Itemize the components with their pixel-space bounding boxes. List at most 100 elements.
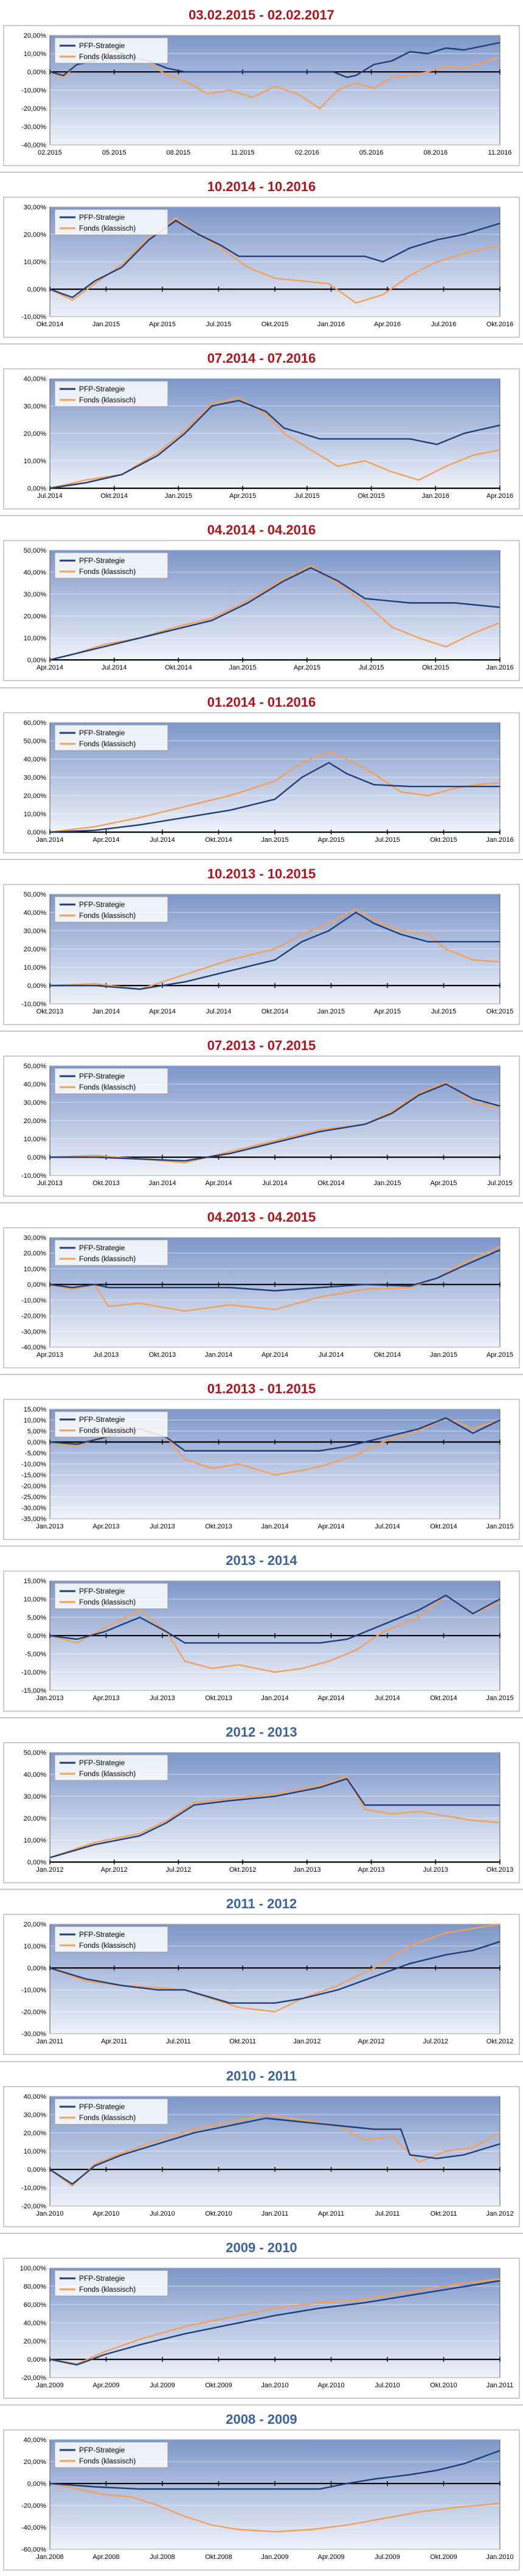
x-tick-label: Okt.2012 — [229, 1866, 257, 1874]
legend-label-strategy: PFP-Strategie — [79, 385, 125, 393]
legend-box — [54, 2270, 168, 2297]
chart-panel: 2008 - 2009 40,00% 20,00% 0,00% -20,00% -40,0… — [0, 2404, 523, 2576]
chart-svg: 03.02.2015 - 02.02.2017 20,00% 10,00% 0,00%… — [3, 7, 520, 166]
x-tick-label: Apr.2016 — [487, 492, 513, 500]
x-tick-label: Okt.2012 — [487, 2039, 514, 2046]
y-tick-label: 40,00% — [24, 1771, 46, 1779]
x-tick-label: Jul.2016 — [431, 321, 457, 328]
x-tick-label: Okt.2011 — [229, 2039, 256, 2046]
x-tick-label: Jan.2012 — [486, 2210, 513, 2217]
x-tick-label: Jan.2015 — [373, 1180, 401, 1187]
legend-box — [54, 1754, 168, 1781]
x-tick-label: 08.2016 — [423, 149, 448, 156]
x-tick-label: Okt.2008 — [205, 2553, 232, 2561]
x-tick-label: Apr.2013 — [93, 1695, 120, 1702]
legend-label-strategy: PFP-Strategie — [79, 556, 125, 565]
y-tick-label: 5,00% — [27, 1614, 46, 1622]
y-tick-label: -20,00% — [21, 1313, 46, 1320]
y-tick-label: 20,00% — [24, 1921, 46, 1928]
x-tick-label: Jan.2016 — [317, 321, 345, 328]
series-line-strategy — [49, 1778, 500, 1859]
x-tick-label: Jul.2009 — [375, 2553, 400, 2561]
x-tick-label: Jul.2013 — [423, 1866, 449, 1874]
x-tick-label: Jan.2015 — [430, 1351, 457, 1359]
y-tick-label: 30,00% — [24, 1234, 46, 1242]
chart-title: 03.02.2015 - 02.02.2017 — [189, 7, 334, 23]
y-tick-label: 20,00% — [24, 1815, 46, 1822]
y-tick-label: -60,00% — [21, 2546, 46, 2553]
x-tick-label: 05.2015 — [102, 149, 126, 156]
y-tick-label: -5,00% — [25, 1651, 46, 1658]
x-tick-label: Okt.2013 — [205, 1695, 232, 1702]
y-tick-label: 60,00% — [24, 719, 46, 727]
y-tick-label: 20,00% — [24, 2338, 46, 2345]
y-tick-label: 0,00% — [27, 286, 46, 293]
legend-label-fund: Fonds (klassisch) — [79, 1598, 136, 1606]
x-tick-label: Jan.2014 — [261, 1695, 288, 1702]
legend-box — [54, 1411, 168, 1438]
y-tick-label: 0,00% — [27, 1633, 46, 1640]
x-tick-label: Okt.2013 — [36, 1008, 64, 1015]
x-tick-label: Apr.2014 — [206, 1180, 232, 1187]
y-tick-label: 40,00% — [24, 2320, 46, 2327]
y-tick-label: 10,00% — [24, 259, 46, 266]
x-tick-label: Apr.2010 — [318, 2382, 345, 2389]
x-tick-label: Jan.2016 — [486, 836, 513, 844]
y-tick-label: 0,00% — [27, 1859, 46, 1866]
y-tick-label: 10,00% — [24, 1265, 46, 1273]
y-tick-label: 10,00% — [24, 1943, 46, 1950]
legend-box — [54, 724, 168, 751]
legend-label-fund: Fonds (klassisch) — [79, 567, 136, 576]
x-tick-label: Jan.2010 — [36, 2210, 63, 2217]
y-tick-label: 0,00% — [27, 2166, 46, 2174]
y-tick-label: 40,00% — [24, 909, 46, 917]
x-tick-label: Okt.2009 — [205, 2382, 232, 2389]
legend-label-fund: Fonds (klassisch) — [79, 1426, 136, 1435]
x-tick-label: Jul.2010 — [150, 2210, 175, 2217]
legend-label-fund: Fonds (klassisch) — [79, 1083, 136, 1091]
x-tick-label: Jul.2012 — [166, 1866, 192, 1874]
legend-label-fund: Fonds (klassisch) — [79, 2285, 136, 2294]
x-tick-label: 05.2016 — [359, 149, 384, 156]
y-tick-label: 0,00% — [27, 1154, 46, 1161]
x-tick-label: Apr.2015 — [430, 1180, 457, 1187]
x-tick-label: Jul.2014 — [375, 1695, 400, 1702]
x-tick-label: Jan.2016 — [422, 492, 449, 500]
chart-panel: 04.2014 - 04.2016 50,00% 40,00% 30,00% 20,00… — [0, 515, 523, 687]
y-tick-label: 0,00% — [27, 485, 46, 492]
legend-label-fund: Fonds (klassisch) — [79, 396, 136, 404]
x-tick-label: Jul.2014 — [150, 836, 175, 844]
series-line-strategy — [49, 2280, 500, 2366]
x-tick-label: 02.2015 — [38, 149, 62, 156]
legend-label-strategy: PFP-Strategie — [79, 2102, 125, 2111]
y-tick-label: 20,00% — [24, 2459, 46, 2466]
chart-panel: 01.2013 - 01.2015 15,00% 10,00% 5,00% 0,00% -… — [0, 1374, 523, 1545]
y-tick-label: -20,00% — [21, 2375, 46, 2382]
series-line-fund — [49, 217, 500, 304]
y-tick-label: 50,00% — [24, 891, 46, 898]
chart-svg: 10.2013 - 10.2015 50,00% 40,00% 30,00% 20,00… — [0, 858, 523, 1025]
series-line-strategy — [49, 761, 500, 833]
x-tick-label: Jul.2014 — [319, 1351, 344, 1359]
y-tick-label: 30,00% — [24, 591, 46, 598]
y-tick-label: 0,00% — [27, 2480, 46, 2488]
chart-title: 01.2014 - 01.2016 — [207, 695, 316, 710]
chart-title: 2012 - 2013 — [226, 1724, 297, 1740]
chart-panel: 2013 - 2014 15,00% 10,00% 5,00% 0,00% -5,00% -… — [0, 1545, 523, 1717]
x-tick-label: Jan.2010 — [261, 2382, 288, 2389]
x-tick-label: Apr.2012 — [358, 2039, 385, 2046]
y-tick-label: 100,00% — [20, 2265, 47, 2272]
y-tick-label: -40,00% — [21, 1344, 46, 1351]
x-tick-label: Apr.2008 — [93, 2553, 120, 2561]
y-tick-label: 10,00% — [24, 1136, 46, 1143]
chart-title: 2009 - 2010 — [226, 2240, 297, 2255]
y-tick-label: -10,00% — [21, 1172, 46, 1180]
legend-label-fund: Fonds (klassisch) — [79, 911, 136, 920]
x-tick-label: Apr.2014 — [262, 1351, 288, 1359]
x-tick-label: Jan.2014 — [205, 1351, 232, 1359]
legend-box — [54, 1068, 168, 1094]
legend-box — [54, 2098, 168, 2125]
x-tick-label: Jan.2015 — [92, 321, 120, 328]
x-tick-label: Jul.2015 — [487, 1180, 513, 1187]
y-tick-label: 10,00% — [24, 811, 46, 818]
